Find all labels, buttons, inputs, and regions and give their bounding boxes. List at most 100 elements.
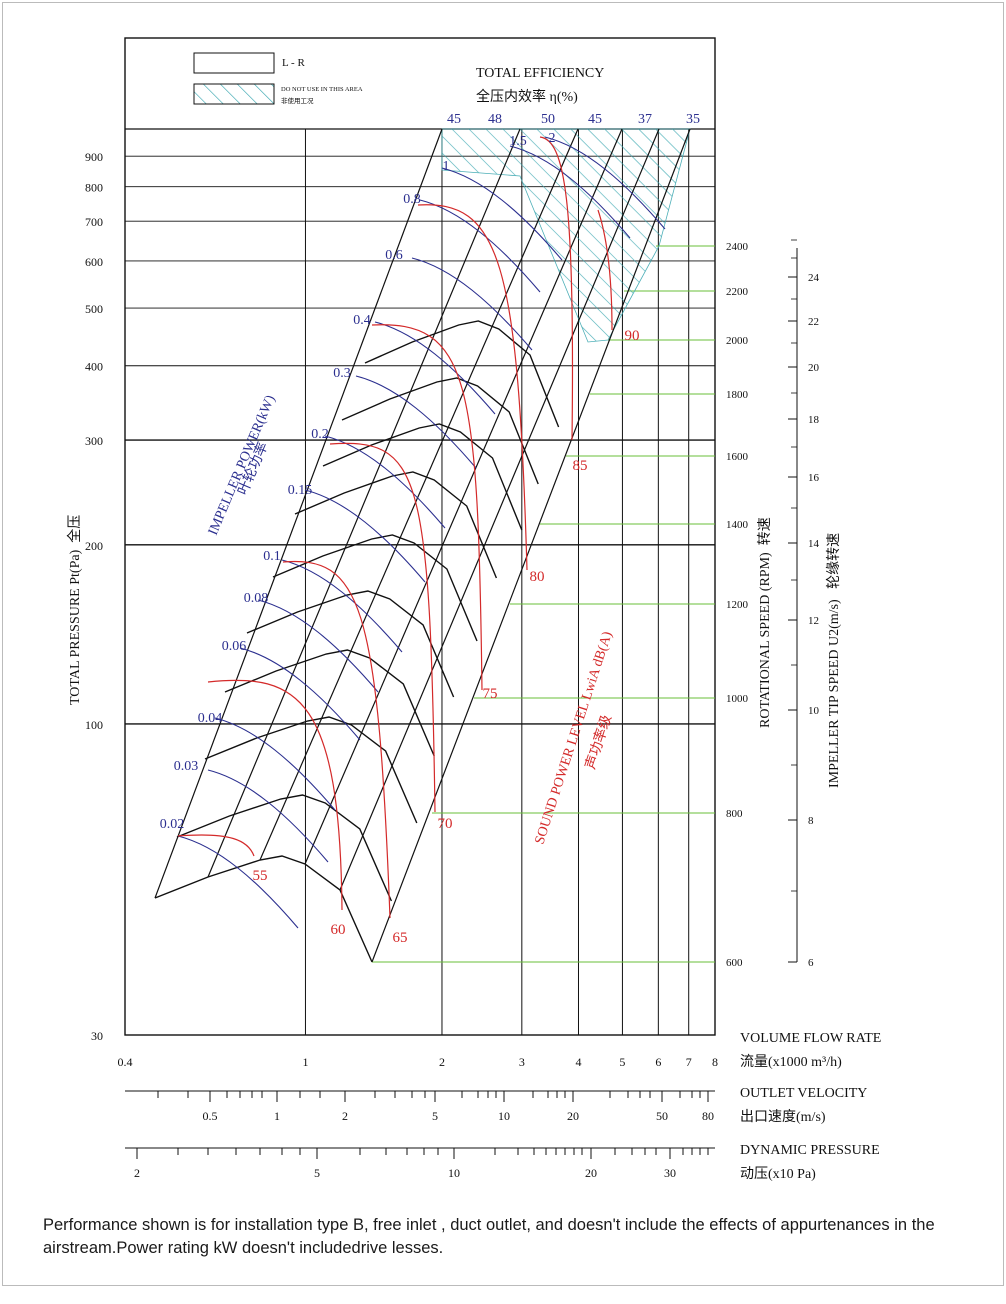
sound-level-curve — [207, 679, 343, 911]
tip-speed-tick-label: 20 — [808, 362, 820, 374]
y-tick-label: 400 — [85, 360, 103, 374]
speed-curve-2000 — [322, 423, 523, 531]
flow-tick-label: 0.4 — [118, 1055, 133, 1069]
power-label: 0.04 — [198, 711, 223, 726]
rpm-tick-label: 600 — [726, 957, 743, 969]
rpm-tick-label: 2200 — [726, 286, 749, 298]
flow-tick-label: 4 — [575, 1055, 581, 1069]
speed-curve-1400 — [246, 590, 455, 698]
power-curve — [411, 257, 533, 351]
velocity-tick-label: 2 — [342, 1109, 348, 1123]
velocity-axis-label: OUTLET VELOCITY — [740, 1086, 868, 1101]
y-tick-label: 700 — [85, 215, 103, 229]
sound-label: 55 — [253, 868, 268, 884]
power-curve — [544, 136, 666, 230]
speed-curve-2200 — [341, 377, 539, 485]
dynamic-tick-label: 30 — [664, 1166, 676, 1180]
system-line — [259, 128, 579, 861]
tip-speed-tick-label: 12 — [808, 615, 819, 627]
dynamic-tick-label: 10 — [448, 1166, 460, 1180]
y-axis-title: TOTAL PRESSURE Pt(Pa) 全压 — [64, 515, 84, 705]
power-curve — [441, 167, 563, 261]
rpm-tick-label: 800 — [726, 808, 743, 820]
system-line — [304, 128, 623, 865]
efficiency-title: TOTAL EFFICIENCY — [476, 66, 605, 81]
tip-speed-axis-title: IMPELLER TIP SPEED U2(m/s) 轮缘转速 — [823, 533, 843, 788]
power-label: 0.4 — [353, 313, 371, 328]
y-tick-label: 300 — [85, 434, 103, 448]
y-tick-label: 600 — [85, 255, 103, 269]
power-curve — [509, 145, 631, 239]
sound-label: 60 — [331, 922, 346, 938]
rpm-tick-label: 1800 — [726, 389, 749, 401]
rpm-tick-label: 1400 — [726, 519, 749, 531]
power-curve — [304, 489, 426, 583]
sound-label: 90 — [625, 328, 640, 344]
flow-tick-label: 1 — [302, 1055, 308, 1069]
dynamic-tick-label: 20 — [585, 1166, 597, 1180]
y-tick-label: 200 — [85, 539, 103, 553]
power-axis-label: IMPELLER POWER(kW) — [206, 393, 279, 538]
sound-label: 70 — [438, 816, 453, 832]
dynamic-axis-label: DYNAMIC PRESSURE — [740, 1143, 880, 1158]
speed-curve-800 — [176, 794, 393, 902]
power-curve — [281, 559, 403, 653]
power-label: 0.6 — [385, 248, 403, 263]
system-line — [339, 128, 660, 891]
velocity-tick-label: 80 — [702, 1109, 714, 1123]
sound-level-curve — [329, 442, 436, 813]
sound-level-curve — [371, 324, 483, 691]
legend-box-hatch — [193, 83, 275, 105]
sound-level-curve — [597, 209, 613, 331]
rpm-tick-label: 1600 — [726, 451, 749, 463]
speed-curve-1200 — [224, 649, 435, 757]
power-label: 0.03 — [174, 759, 199, 774]
rpm-tick-label: 2000 — [726, 335, 749, 347]
power-curve — [355, 375, 477, 469]
efficiency-label: 37 — [638, 112, 652, 127]
sound-label: 65 — [393, 930, 408, 946]
power-label: 0.1 — [263, 549, 281, 564]
power-label: 0.3 — [333, 366, 351, 381]
power-curve — [374, 321, 496, 415]
power-curve — [214, 717, 336, 811]
efficiency-label: 48 — [488, 112, 502, 127]
tip-speed-tick-label: 6 — [808, 957, 814, 969]
power-label: 0.06 — [222, 639, 247, 654]
power-label: 2 — [549, 131, 556, 146]
rpm-axis-label-cn: 转速 — [758, 517, 773, 546]
speed-curve-1000 — [204, 716, 418, 824]
velocity-tick-label: 5 — [432, 1109, 438, 1123]
tip-speed-tick-label: 24 — [808, 272, 820, 284]
flow-axis-label-cn: 流量(x1000 m³/h) — [740, 1055, 842, 1070]
rpm-tick-label: 2400 — [726, 241, 749, 253]
tip-speed-tick-label: 8 — [808, 815, 814, 827]
power-label: 0.02 — [160, 817, 185, 832]
system-line — [154, 128, 443, 899]
velocity-tick-label: 0.5 — [203, 1109, 218, 1123]
rpm-tick-label: 1000 — [726, 693, 749, 705]
flow-tick-label: 8 — [712, 1055, 718, 1069]
sound-level-curve — [417, 204, 528, 571]
velocity-tick-label: 10 — [498, 1109, 510, 1123]
speed-curve-1800 — [294, 471, 498, 579]
power-label: 0.15 — [288, 483, 313, 498]
flow-tick-label: 5 — [619, 1055, 625, 1069]
sound-label: 80 — [530, 569, 545, 585]
power-curve — [324, 435, 446, 529]
legend-label-lr: L - R — [282, 57, 305, 69]
efficiency-label: 45 — [447, 112, 461, 127]
legend-label-do-not-use-cn: 非使用工况 — [281, 98, 314, 105]
plot-frame — [124, 37, 716, 1036]
efficiency-label: 50 — [541, 112, 555, 127]
efficiency-label: 35 — [686, 112, 700, 127]
sound-label: 75 — [483, 686, 498, 702]
flow-axis-label: VOLUME FLOW RATE — [740, 1031, 882, 1046]
dynamic-tick-label: 2 — [134, 1166, 140, 1180]
power-curve — [239, 647, 361, 741]
power-label: 0.2 — [311, 427, 329, 442]
y-axis-label-cn: 全压 — [68, 514, 83, 543]
sound-level-curve — [539, 136, 574, 441]
